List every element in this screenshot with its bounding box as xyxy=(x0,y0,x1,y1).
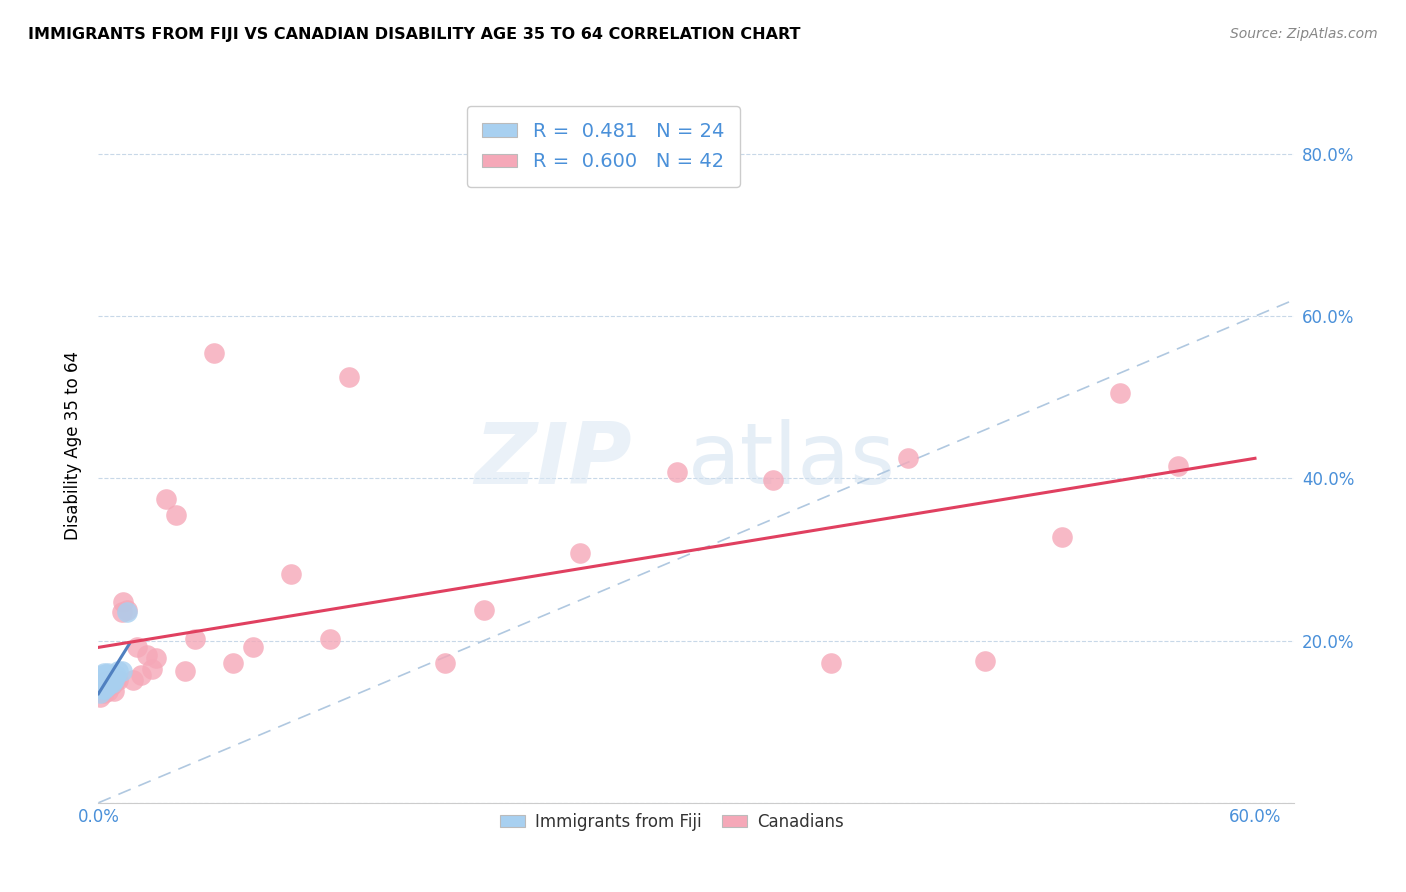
Point xyxy=(97,673,120,687)
Point xyxy=(337,370,360,384)
Point xyxy=(184,632,207,646)
Point xyxy=(89,690,111,705)
Point xyxy=(202,345,225,359)
Y-axis label: Disability Age 35 to 64: Disability Age 35 to 64 xyxy=(63,351,82,541)
Text: atlas: atlas xyxy=(688,418,896,502)
Point xyxy=(135,648,157,663)
Point xyxy=(94,680,117,694)
Point xyxy=(93,682,115,697)
Point xyxy=(103,673,125,687)
Point xyxy=(97,684,120,698)
Point xyxy=(112,595,135,609)
Point xyxy=(101,678,124,692)
Point xyxy=(97,678,120,692)
Point xyxy=(222,657,245,671)
Point xyxy=(1167,459,1189,474)
Point xyxy=(94,674,117,689)
Point xyxy=(98,670,121,684)
Point xyxy=(91,667,114,681)
Point xyxy=(472,603,495,617)
Point xyxy=(897,451,920,466)
Point xyxy=(125,640,148,654)
Point xyxy=(820,657,842,671)
Point xyxy=(319,632,342,646)
Point xyxy=(145,651,167,665)
Point xyxy=(89,674,111,689)
Point xyxy=(93,686,115,700)
Point xyxy=(141,662,163,676)
Point xyxy=(93,673,115,687)
Point xyxy=(974,654,997,668)
Point xyxy=(129,667,152,681)
Point xyxy=(93,666,115,681)
Point xyxy=(117,605,139,619)
Legend: Immigrants from Fiji, Canadians: Immigrants from Fiji, Canadians xyxy=(494,806,851,838)
Point xyxy=(107,673,129,687)
Point xyxy=(91,682,114,697)
Point xyxy=(107,665,129,679)
Point xyxy=(110,605,132,619)
Point xyxy=(89,686,111,700)
Point xyxy=(97,666,120,681)
Text: Source: ZipAtlas.com: Source: ZipAtlas.com xyxy=(1230,27,1378,41)
Point xyxy=(110,665,132,679)
Point xyxy=(117,603,139,617)
Point xyxy=(91,682,114,697)
Point xyxy=(165,508,187,522)
Point xyxy=(101,667,124,681)
Text: ZIP: ZIP xyxy=(474,418,631,502)
Point xyxy=(569,546,592,560)
Point xyxy=(94,667,117,681)
Point xyxy=(1050,530,1073,544)
Point xyxy=(434,657,457,671)
Point xyxy=(104,673,127,687)
Point xyxy=(762,473,785,487)
Point xyxy=(93,678,115,692)
Point xyxy=(91,675,114,690)
Point xyxy=(104,667,127,681)
Point xyxy=(122,673,145,687)
Point xyxy=(98,674,121,689)
Point xyxy=(174,665,197,679)
Point xyxy=(665,465,688,479)
Point xyxy=(94,674,117,689)
Text: IMMIGRANTS FROM FIJI VS CANADIAN DISABILITY AGE 35 TO 64 CORRELATION CHART: IMMIGRANTS FROM FIJI VS CANADIAN DISABIL… xyxy=(28,27,800,42)
Point xyxy=(101,675,124,690)
Point xyxy=(242,640,264,654)
Point xyxy=(97,678,120,692)
Point xyxy=(98,675,121,690)
Point xyxy=(103,684,125,698)
Point xyxy=(280,567,302,582)
Point xyxy=(1109,386,1132,401)
Point xyxy=(155,491,177,506)
Point xyxy=(93,678,115,692)
